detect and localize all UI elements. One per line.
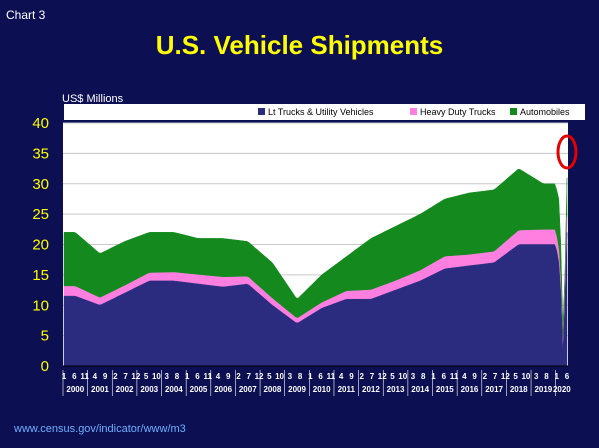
- y-tick-label: 20: [32, 237, 49, 254]
- x-month-tick-label: 11: [80, 372, 89, 381]
- x-year-label: 2012: [362, 385, 380, 394]
- x-month-tick-label: 1: [185, 372, 190, 381]
- x-month-tick-label: 9: [226, 372, 231, 381]
- x-year-label: 2018: [510, 385, 528, 394]
- y-tick-label: 15: [32, 267, 49, 284]
- x-month-tick-label: 3: [411, 372, 416, 381]
- x-month-tick-label: 8: [175, 372, 180, 381]
- x-month-tick-label: 11: [327, 372, 336, 381]
- x-year-label: 2002: [116, 385, 134, 394]
- x-year-label: 2015: [436, 385, 454, 394]
- x-month-tick-label: 4: [93, 372, 98, 381]
- x-year-label: 2020: [553, 385, 571, 394]
- x-year-label: 2019: [534, 385, 552, 394]
- x-month-tick-label: 8: [544, 372, 549, 381]
- x-month-tick-label: 3: [534, 372, 539, 381]
- y-tick-label: 5: [41, 328, 49, 345]
- y-tick-label: 25: [32, 206, 49, 223]
- x-year-label: 2013: [387, 385, 405, 394]
- x-month-tick-label: 9: [349, 372, 354, 381]
- chart-title: U.S. Vehicle Shipments: [155, 30, 444, 60]
- x-month-tick-label: 7: [370, 372, 375, 381]
- x-year-label: 2007: [239, 385, 257, 394]
- x-month-tick-label: 2: [483, 372, 488, 381]
- legend-swatch-lt_trucks: [258, 108, 265, 115]
- x-month-tick-label: 1: [308, 372, 313, 381]
- x-month-tick-label: 7: [247, 372, 252, 381]
- x-month-tick-label: 3: [288, 372, 293, 381]
- x-year-label: 2000: [66, 385, 84, 394]
- x-year-label: 2001: [91, 385, 109, 394]
- x-month-tick-label: 2: [236, 372, 241, 381]
- x-month-tick-label: 8: [421, 372, 426, 381]
- y-tick-label: 10: [32, 297, 49, 314]
- x-month-tick-label: 12: [378, 372, 387, 381]
- x-month-tick-label: 11: [203, 372, 212, 381]
- x-month-tick-label: 1: [62, 372, 67, 381]
- x-year-label: 2006: [214, 385, 232, 394]
- x-month-tick-label: 1: [431, 372, 436, 381]
- x-month-tick-label: 2: [113, 372, 118, 381]
- x-month-tick-label: 12: [131, 372, 140, 381]
- source-url: www.census.gov/indicator/www/m3: [14, 423, 186, 435]
- x-month-tick-label: 1: [554, 372, 559, 381]
- y-axis-unit-label: US$ Millions: [62, 93, 124, 105]
- x-month-tick-label: 9: [472, 372, 477, 381]
- x-month-tick-label: 5: [513, 372, 518, 381]
- legend-swatch-total: [510, 108, 517, 115]
- highlight-ellipse: [556, 134, 578, 170]
- x-month-tick-label: 4: [339, 372, 344, 381]
- x-year-label: 2003: [140, 385, 158, 394]
- x-month-tick-label: 11: [450, 372, 459, 381]
- legend-label-lt_trucks: Lt Trucks & Utility Vehicles: [268, 107, 374, 117]
- x-month-tick-label: 3: [164, 372, 169, 381]
- x-year-label: 2009: [288, 385, 306, 394]
- legend-swatch-heavy_duty: [410, 108, 417, 115]
- y-tick-label: 40: [32, 115, 49, 132]
- y-tick-label: 0: [41, 358, 49, 375]
- x-year-label: 2014: [411, 385, 429, 394]
- x-month-tick-label: 4: [462, 372, 467, 381]
- x-month-tick-label: 12: [255, 372, 264, 381]
- x-month-tick-label: 2: [359, 372, 364, 381]
- x-month-tick-label: 4: [216, 372, 221, 381]
- x-month-tick-label: 8: [298, 372, 303, 381]
- x-year-label: 2017: [485, 385, 503, 394]
- y-tick-label: 30: [32, 176, 49, 193]
- x-month-tick-label: 6: [72, 372, 77, 381]
- x-month-tick-label: 5: [144, 372, 149, 381]
- legend-label-heavy_duty: Heavy Duty Trucks: [420, 107, 496, 117]
- x-year-label: 2016: [461, 385, 479, 394]
- x-month-tick-label: 6: [318, 372, 323, 381]
- legend-label-total: Automobiles: [520, 107, 570, 117]
- x-month-tick-label: 7: [123, 372, 128, 381]
- x-month-tick-label: 10: [398, 372, 407, 381]
- x-year-label: 2004: [165, 385, 183, 394]
- x-month-tick-label: 6: [195, 372, 200, 381]
- x-year-label: 2008: [263, 385, 281, 394]
- chart-number-label: Chart 3: [6, 8, 46, 22]
- x-month-tick-label: 9: [103, 372, 108, 381]
- x-month-tick-label: 5: [390, 372, 395, 381]
- legend-box: [64, 104, 585, 120]
- x-year-label: 2011: [338, 385, 356, 394]
- x-year-label: 2005: [190, 385, 208, 394]
- x-month-tick-label: 10: [521, 372, 530, 381]
- x-month-tick-label: 10: [275, 372, 284, 381]
- x-month-tick-label: 5: [267, 372, 272, 381]
- x-month-tick-label: 10: [152, 372, 161, 381]
- x-month-tick-label: 12: [501, 372, 510, 381]
- x-month-tick-label: 7: [493, 372, 498, 381]
- x-month-tick-label: 6: [565, 372, 570, 381]
- y-tick-label: 35: [32, 145, 49, 162]
- x-month-tick-label: 6: [442, 372, 447, 381]
- x-year-label: 2010: [313, 385, 331, 394]
